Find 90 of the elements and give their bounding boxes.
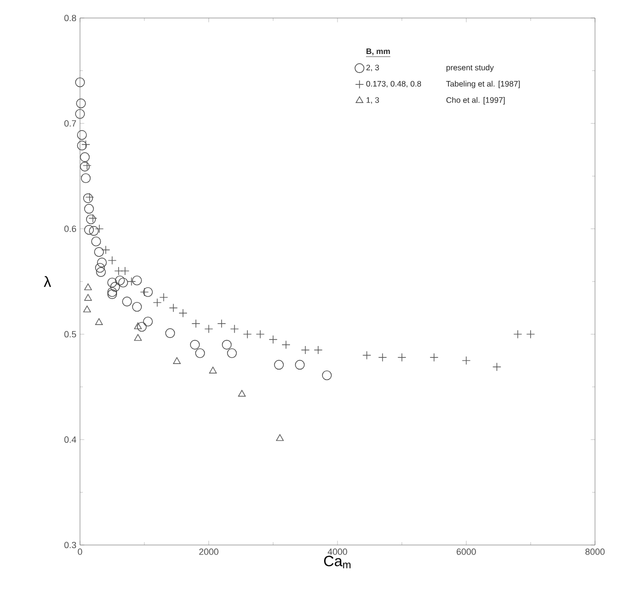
point [83,306,91,312]
point [77,130,87,140]
point [134,334,142,341]
y-tick-label: 0.3 [64,542,76,548]
y-tick-label: 0.4 [64,436,76,443]
point [222,340,232,350]
point [114,266,123,276]
y-tick-label: 0.7 [64,120,76,127]
x-tick-label: 6000 [456,548,476,555]
point [80,152,90,162]
point [122,296,132,306]
point [108,256,117,265]
point [97,258,107,268]
point [362,350,372,360]
point [101,246,110,254]
point [159,292,168,302]
point [91,236,101,246]
point [115,276,125,286]
point [190,340,200,350]
point [209,366,217,374]
y-axis-title: λ [44,276,52,287]
point [84,225,94,235]
point [94,247,104,257]
point [82,161,92,170]
point [132,302,142,312]
point [322,370,332,380]
point [110,282,120,292]
point [282,340,290,350]
point [398,353,406,362]
point [204,324,214,334]
point [118,278,128,288]
point [94,224,104,234]
point [268,335,278,344]
point [95,262,105,273]
point [81,140,90,149]
point [168,304,178,312]
point [492,362,502,372]
point [300,346,310,354]
point [88,226,99,236]
point [173,357,181,364]
x-tick-label: 2000 [199,548,218,555]
point [80,173,91,184]
point [238,390,246,397]
point [134,322,142,330]
point [526,330,535,339]
point [84,294,92,301]
point [88,214,98,223]
point [75,109,85,119]
point [294,360,305,370]
point [243,330,252,339]
point [462,356,471,365]
y-tick-label: 0.6 [64,226,76,232]
point [120,266,130,276]
point [276,434,284,441]
y-tick-label: 0.8 [64,14,76,22]
point [84,283,92,290]
point [95,318,103,325]
point [143,316,153,326]
point [140,288,149,296]
point [76,98,86,108]
point [127,277,136,286]
point [77,140,87,150]
point [314,346,323,354]
point [195,348,205,358]
point [132,276,142,286]
x-axis-title: Ca$_{m}$ [324,556,350,568]
point [227,348,237,358]
x-tick-label: 0 [78,548,82,555]
point [230,324,239,334]
y-tick-label: 0.5 [64,331,76,338]
point [217,319,226,328]
point [378,353,387,362]
point [192,319,200,328]
point [165,328,175,338]
point [80,162,90,172]
point [152,298,162,307]
point [274,360,284,370]
point [178,308,188,318]
point [256,330,265,339]
point [84,204,94,214]
x-tick-label: 8000 [585,548,605,555]
point [143,287,153,297]
point [107,278,118,288]
point [513,330,522,339]
point [430,353,438,362]
point [75,77,85,88]
point [136,322,147,332]
point [86,214,96,224]
x-tick-label: 4000 [328,548,348,555]
point [96,267,106,277]
